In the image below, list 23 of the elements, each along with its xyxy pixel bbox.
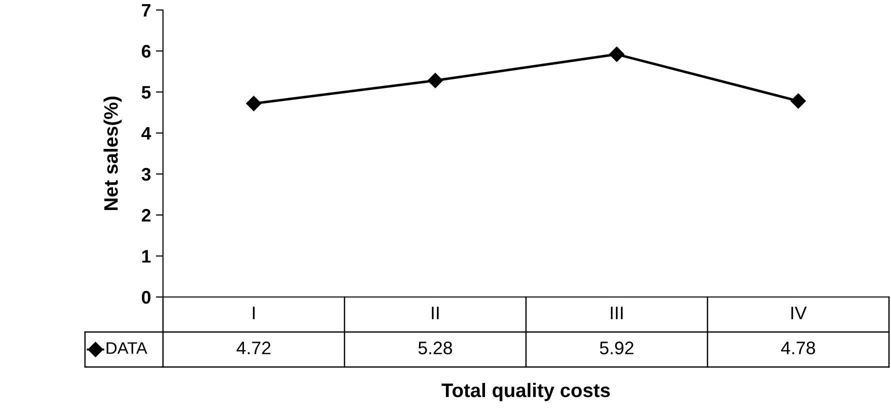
y-tick-label: 4 bbox=[141, 127, 152, 140]
data-label: 4.78 bbox=[781, 342, 816, 354]
y-tick-label: 2 bbox=[142, 208, 150, 222]
point bbox=[246, 96, 262, 112]
data-label: 5.28 bbox=[418, 342, 452, 354]
point bbox=[790, 93, 806, 109]
x-tick-label: II bbox=[432, 306, 439, 320]
y-tick-label: 7 bbox=[142, 4, 150, 17]
y-tick-label: 6 bbox=[142, 44, 151, 58]
x-tick-label: III bbox=[610, 306, 623, 320]
x-tick-label: IV bbox=[791, 306, 807, 320]
y-tick-label: 0 bbox=[142, 290, 150, 304]
y-axis-title: Net sales(%) bbox=[104, 96, 122, 210]
y-tick-label: 1 bbox=[142, 250, 151, 263]
data-label: 5.92 bbox=[600, 342, 634, 354]
x-axis-title: Total quality costs bbox=[442, 382, 610, 402]
point bbox=[609, 46, 624, 62]
point bbox=[428, 72, 443, 88]
y-tick-label: 3 bbox=[142, 168, 151, 181]
data-label: 4.72 bbox=[236, 342, 270, 354]
legend-label: DATA bbox=[106, 342, 148, 354]
y-tick-label: 5 bbox=[142, 86, 151, 99]
x-tick-label: I bbox=[252, 306, 255, 320]
